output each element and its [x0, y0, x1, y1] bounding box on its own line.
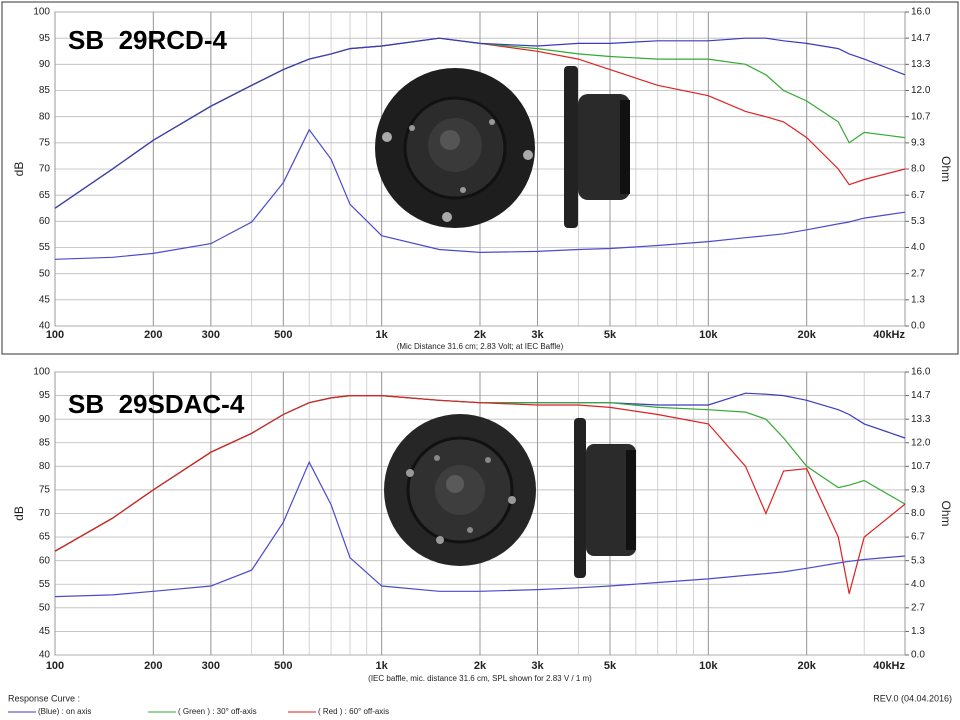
x-tick-label: 300: [202, 660, 220, 672]
y-tick-label: 55: [39, 579, 51, 590]
y-tick-label: 75: [39, 137, 51, 148]
tweeter-side-bottom: [574, 418, 636, 578]
y-tick-label: 90: [39, 59, 51, 70]
y2-tick-label: 8.0: [911, 508, 925, 519]
chart-title: SB 29RCD-4: [68, 25, 227, 55]
x-tick-label: 2k: [474, 660, 487, 672]
y-tick-label: 80: [39, 461, 51, 472]
y2-tick-label: 1.3: [911, 294, 925, 305]
x-tick-label: 2k: [474, 329, 487, 341]
y2-tick-label: 14.7: [911, 33, 931, 44]
y-tick-label: 60: [39, 555, 51, 566]
legend-entry: ( Green ) : 30° off-axis: [178, 707, 257, 716]
y-tick-label: 65: [39, 532, 51, 543]
y-tick-label: 100: [33, 7, 50, 18]
y-tick-label: 85: [39, 85, 51, 96]
y-tick-label: 95: [39, 390, 51, 401]
x-axis-label: (Mic Distance 31.6 cm; 2.83 Volt; at IEC…: [397, 342, 564, 351]
x-tick-label: 10k: [699, 660, 718, 672]
photos: [375, 66, 636, 578]
y-tick-label: 90: [39, 414, 51, 425]
y2-axis-label: Ohm: [939, 156, 953, 182]
x-tick-label: 500: [274, 660, 292, 672]
y-tick-label: 45: [39, 626, 51, 637]
y2-tick-label: 16.0: [911, 7, 931, 18]
tweeter-front-top: [375, 68, 535, 228]
y-tick-label: 40: [39, 321, 51, 332]
y-tick-label: 75: [39, 485, 51, 496]
y2-tick-label: 4.0: [911, 579, 925, 590]
x-tick-label: 1k: [376, 329, 389, 341]
x-tick-label: 5k: [604, 660, 617, 672]
y-tick-label: 45: [39, 294, 51, 305]
x-tick-label: 3k: [531, 329, 544, 341]
y2-tick-label: 2.7: [911, 268, 925, 279]
x-tick-label: 100: [46, 660, 64, 672]
y2-tick-label: 12.0: [911, 437, 931, 448]
y2-tick-label: 9.3: [911, 485, 925, 496]
legend-entry: (Blue) : on axis: [38, 707, 91, 716]
y2-tick-label: 4.0: [911, 242, 925, 253]
curve: [54, 128, 906, 260]
x-tick-label: 200: [144, 329, 162, 341]
x-tick-label: 40kHz: [873, 660, 905, 672]
y2-tick-label: 12.0: [911, 85, 931, 96]
x-tick-label: 500: [274, 329, 292, 341]
y-tick-label: 100: [33, 367, 50, 378]
x-tick-label: 300: [202, 329, 220, 341]
y-tick-label: 60: [39, 216, 51, 227]
x-tick-label: 1k: [376, 660, 389, 672]
y-tick-label: 70: [39, 164, 51, 175]
y2-tick-label: 16.0: [911, 367, 931, 378]
x-tick-label: 20k: [797, 660, 816, 672]
tweeter-front-bottom: [384, 414, 536, 566]
y2-tick-label: 13.3: [911, 59, 931, 70]
y-axis-label: dB: [12, 506, 26, 521]
revision-note: REV.0 (04.04.2016): [873, 693, 952, 703]
y2-tick-label: 10.7: [911, 461, 931, 472]
y-tick-label: 40: [39, 650, 51, 661]
y-tick-label: 50: [39, 268, 51, 279]
x-axis-label: (IEC baffle, mic. distance 31.6 cm, SPL …: [368, 674, 592, 683]
y-tick-label: 50: [39, 602, 51, 613]
legend-title: Response Curve :: [8, 693, 80, 703]
tweeter-side-top: [564, 66, 630, 228]
y2-tick-label: 14.7: [911, 390, 931, 401]
y-tick-label: 65: [39, 190, 51, 201]
y2-tick-label: 0.0: [911, 650, 925, 661]
x-tick-label: 100: [46, 329, 64, 341]
x-tick-label: 10k: [699, 329, 718, 341]
x-tick-label: 3k: [531, 660, 544, 672]
curve: [54, 395, 906, 594]
x-tick-label: 5k: [604, 329, 617, 341]
y2-tick-label: 2.7: [911, 602, 925, 613]
y2-tick-label: 5.3: [911, 555, 925, 566]
y2-tick-label: 6.7: [911, 532, 925, 543]
y-tick-label: 85: [39, 437, 51, 448]
x-tick-label: 200: [144, 660, 162, 672]
y-tick-label: 95: [39, 33, 51, 44]
y-tick-label: 80: [39, 111, 51, 122]
y2-tick-label: 0.0: [911, 321, 925, 332]
y2-tick-label: 13.3: [911, 414, 931, 425]
y-tick-label: 70: [39, 508, 51, 519]
y2-tick-label: 6.7: [911, 190, 925, 201]
curve: [54, 460, 906, 598]
x-tick-label: 20k: [797, 329, 816, 341]
curve: [54, 37, 906, 209]
y2-tick-label: 1.3: [911, 626, 925, 637]
y2-tick-label: 8.0: [911, 164, 925, 175]
y-tick-label: 55: [39, 242, 51, 253]
chart-title: SB 29SDAC-4: [68, 389, 245, 419]
y2-tick-label: 9.3: [911, 137, 925, 148]
legend-entry: ( Red ) : 60° off-axis: [318, 707, 389, 716]
y2-tick-label: 5.3: [911, 216, 925, 227]
y2-tick-label: 10.7: [911, 111, 931, 122]
y2-axis-label: Ohm: [939, 500, 953, 526]
x-tick-label: 40kHz: [873, 329, 905, 341]
y-axis-label: dB: [12, 162, 26, 177]
